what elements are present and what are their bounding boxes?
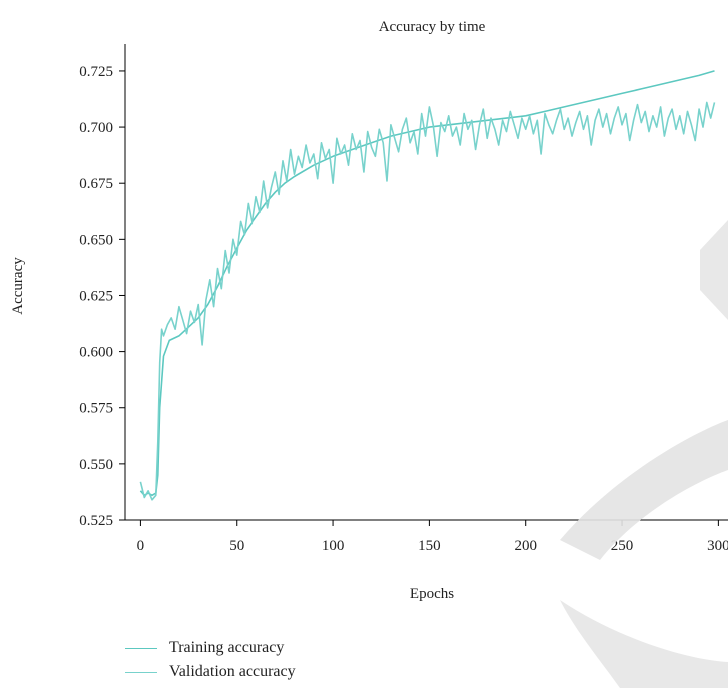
y-tick-label: 0.700 xyxy=(79,120,113,136)
x-tick-label: 0 xyxy=(137,538,145,554)
x-axis-label: Epochs xyxy=(410,586,454,602)
legend-item-validation: Validation accuracy xyxy=(125,660,296,684)
y-tick-label: 0.600 xyxy=(79,345,113,361)
y-tick-label: 0.650 xyxy=(79,232,113,248)
x-tick-label: 50 xyxy=(229,538,244,554)
y-tick-label: 0.625 xyxy=(79,288,113,304)
legend-label-validation: Validation accuracy xyxy=(169,663,296,680)
x-tick-label: 150 xyxy=(418,538,441,554)
legend-item-training: Training accuracy xyxy=(125,636,296,660)
legend: Training accuracy Validation accuracy xyxy=(125,636,296,684)
y-axis-ticks: 0.525 0.550 0.575 0.600 0.625 0.650 0.675 0.700… xyxy=(79,64,125,529)
legend-label-training: Training accuracy xyxy=(169,639,285,656)
y-tick-label: 0.725 xyxy=(79,64,113,80)
series-layer xyxy=(139,70,716,501)
y-axis-label: Accuracy xyxy=(10,257,26,315)
plot-area: 0.525 0.550 0.575 0.600 0.625 0.650 0.675 0.700… xyxy=(79,44,728,554)
y-tick-label: 0.525 xyxy=(79,513,113,529)
x-tick-label: 200 xyxy=(514,538,537,554)
training-accuracy-line xyxy=(139,70,715,497)
y-tick-label: 0.575 xyxy=(79,401,113,417)
y-tick-label: 0.550 xyxy=(79,457,113,473)
y-tick-label: 0.675 xyxy=(79,176,113,192)
validation-accuracy-line xyxy=(139,101,716,501)
x-tick-label: 250 xyxy=(611,538,634,554)
x-tick-label: 300 xyxy=(707,538,728,554)
x-axis-ticks: 0 50 100 150 200 250 300 xyxy=(137,520,728,554)
chart-title: Accuracy by time xyxy=(379,19,486,35)
x-tick-label: 100 xyxy=(322,538,345,554)
legend-swatch-validation xyxy=(125,671,157,673)
legend-swatch-training xyxy=(125,647,157,649)
